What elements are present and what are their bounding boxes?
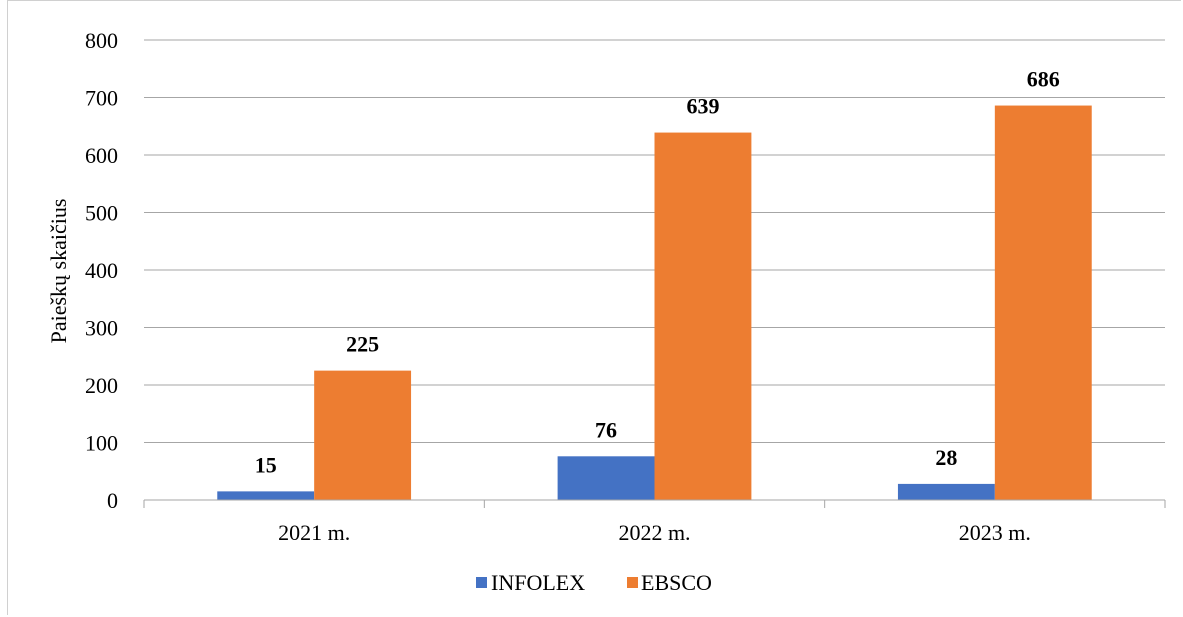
data-label: 639	[686, 94, 719, 119]
legend-label: EBSCO	[641, 570, 712, 595]
data-label: 686	[1027, 67, 1060, 92]
bar-infolex	[217, 491, 315, 500]
legend-swatch-ebsco	[627, 577, 638, 588]
data-label: 76	[595, 417, 617, 442]
y-tick-label: 800	[85, 28, 118, 53]
y-tick-label: 100	[85, 431, 118, 456]
bars	[217, 105, 1092, 501]
x-tick-label: 2023 m.	[959, 520, 1031, 545]
data-label: 28	[935, 445, 957, 470]
legend-label: INFOLEX	[491, 570, 585, 595]
y-tick-label: 600	[85, 143, 118, 168]
y-tick-label: 700	[85, 86, 118, 111]
legend-swatch-infolex	[476, 577, 487, 588]
x-tick-label: 2022 m.	[618, 520, 690, 545]
data-label: 225	[346, 332, 379, 357]
bar-infolex	[897, 483, 995, 500]
y-tick-label: 300	[85, 316, 118, 341]
data-labels: 15 225 76 639 28 686	[255, 67, 1060, 478]
y-axis-title: Paieškų skaičius	[46, 199, 71, 344]
y-tick-label: 500	[85, 201, 118, 226]
y-axis-ticks: 0 100 200 300 400 500 600 700 800	[85, 28, 118, 513]
legend: INFOLEX EBSCO	[476, 570, 712, 595]
bar-infolex	[557, 456, 655, 500]
y-tick-label: 0	[107, 488, 118, 513]
y-tick-label: 200	[85, 373, 118, 398]
y-tick-label: 400	[85, 258, 118, 283]
bar-ebsco	[994, 105, 1092, 501]
x-axis: 2021 m. 2022 m. 2023 m.	[143, 499, 1166, 545]
chart-frame	[7, 0, 1181, 615]
bar-ebsco	[654, 132, 752, 500]
data-label: 15	[255, 452, 277, 477]
x-tick-label: 2021 m.	[278, 520, 350, 545]
bar-ebsco	[314, 370, 412, 500]
